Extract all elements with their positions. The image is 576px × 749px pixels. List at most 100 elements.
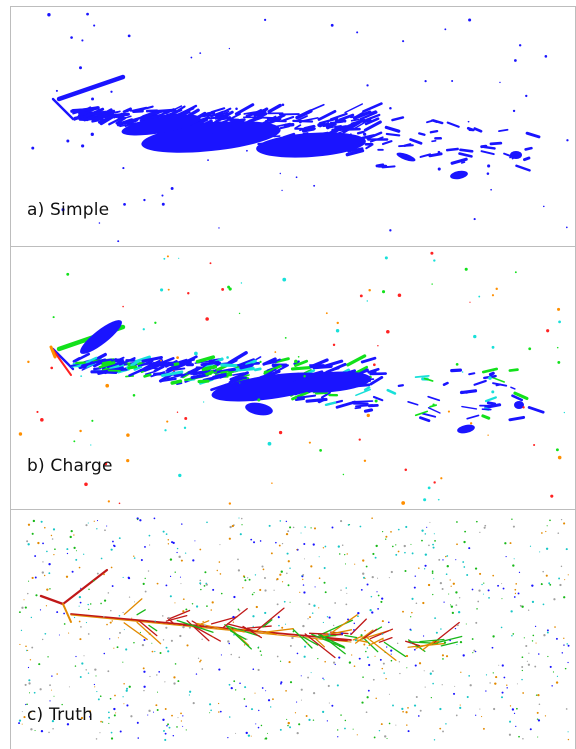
noise-hit: [180, 559, 183, 562]
shower-hit: [230, 380, 237, 384]
truth-branch: [242, 625, 263, 639]
noise-hit: [237, 569, 241, 572]
noise-hit: [42, 561, 44, 563]
noise-hit: [388, 693, 391, 695]
noise-hit: [366, 583, 369, 586]
noise-hit: [563, 596, 566, 599]
noise-hit: [123, 682, 125, 685]
shower-hit: [127, 365, 138, 370]
noise-hit: [437, 150, 441, 154]
noise-hit: [238, 656, 241, 659]
noise-hit: [79, 66, 82, 70]
noise-hit: [482, 727, 485, 730]
noise-hit: [487, 434, 489, 436]
noise-hit: [147, 714, 149, 716]
noise-hit: [521, 678, 523, 681]
noise-hit: [247, 577, 249, 579]
noise-hit: [47, 13, 51, 17]
noise-hit: [78, 605, 80, 607]
noise-hit: [106, 525, 108, 527]
shower-hit: [77, 356, 98, 368]
noise-hit: [558, 320, 561, 324]
shower-fragment: [431, 140, 437, 143]
noise-hit: [179, 634, 182, 638]
noise-hit: [281, 542, 284, 545]
noise-hit: [395, 553, 398, 556]
noise-hit: [31, 576, 34, 580]
noise-hit: [513, 712, 516, 715]
noise-hit: [474, 650, 477, 653]
noise-hit: [283, 600, 286, 603]
noise-hit: [354, 563, 356, 565]
noise-hit: [163, 257, 166, 260]
shower-hit: [173, 360, 192, 370]
truth-track: [61, 568, 109, 606]
noise-hit: [367, 689, 370, 692]
noise-hit: [195, 605, 199, 608]
noise-hit: [365, 711, 368, 714]
truth-branch: [440, 641, 459, 647]
truth-branch: [327, 629, 353, 635]
noise-hit: [356, 31, 359, 34]
noise-hit: [266, 732, 268, 734]
noise-hit: [70, 36, 73, 39]
noise-hit: [227, 737, 229, 739]
shower-hit: [263, 364, 282, 375]
noise-hit: [392, 704, 394, 707]
noise-hit: [119, 631, 121, 634]
noise-hit: [432, 670, 434, 672]
noise-hit: [365, 650, 367, 653]
noise-hit: [68, 632, 70, 634]
noise-hit: [318, 556, 320, 558]
noise-hit: [326, 616, 329, 618]
shower-hit: [229, 371, 249, 381]
noise-hit: [31, 646, 34, 649]
track-segment: [51, 97, 75, 121]
noise-hit: [492, 672, 494, 674]
shower-hit: [197, 379, 210, 384]
shower-hit: [154, 362, 173, 366]
noise-hit: [563, 644, 565, 646]
shower-fragment: [466, 414, 480, 420]
noise-hit: [70, 530, 73, 533]
noise-hit: [233, 680, 236, 683]
noise-hit: [90, 132, 94, 136]
noise-hit: [289, 526, 292, 529]
noise-hit: [111, 620, 113, 622]
noise-hit: [32, 519, 36, 523]
shower-hit: [81, 363, 89, 368]
truth-branch: [262, 619, 273, 628]
shower-fragment: [481, 367, 499, 374]
noise-hit: [143, 689, 145, 692]
truth-branch: [189, 623, 222, 642]
shower-hit: [356, 130, 365, 135]
noise-hit: [432, 682, 434, 685]
shower-hit: [154, 108, 177, 114]
noise-hit: [566, 139, 569, 142]
noise-hit: [220, 592, 223, 595]
noise-hit: [381, 597, 384, 600]
shower-hit: [233, 366, 255, 372]
noise-hit: [156, 674, 158, 676]
noise-hit: [185, 729, 187, 731]
shower-fragment: [484, 403, 502, 409]
noise-hit: [366, 300, 369, 302]
noise-hit: [362, 572, 365, 575]
noise-hit: [410, 616, 412, 618]
noise-hit: [287, 584, 290, 587]
noise-hit: [546, 329, 550, 333]
noise-hit: [353, 665, 356, 667]
noise-hit: [473, 649, 476, 652]
truth-branch: [265, 628, 294, 633]
noise-hit: [325, 312, 328, 315]
noise-hit: [318, 607, 320, 609]
noise-hit: [259, 360, 262, 363]
shower-hit: [133, 365, 143, 371]
noise-hit: [219, 573, 222, 575]
noise-hit: [152, 711, 155, 713]
noise-hit: [176, 551, 178, 554]
noise-hit: [493, 707, 496, 711]
noise-hit: [113, 647, 115, 649]
noise-hit: [132, 394, 136, 397]
shower-fragment: [460, 161, 466, 164]
